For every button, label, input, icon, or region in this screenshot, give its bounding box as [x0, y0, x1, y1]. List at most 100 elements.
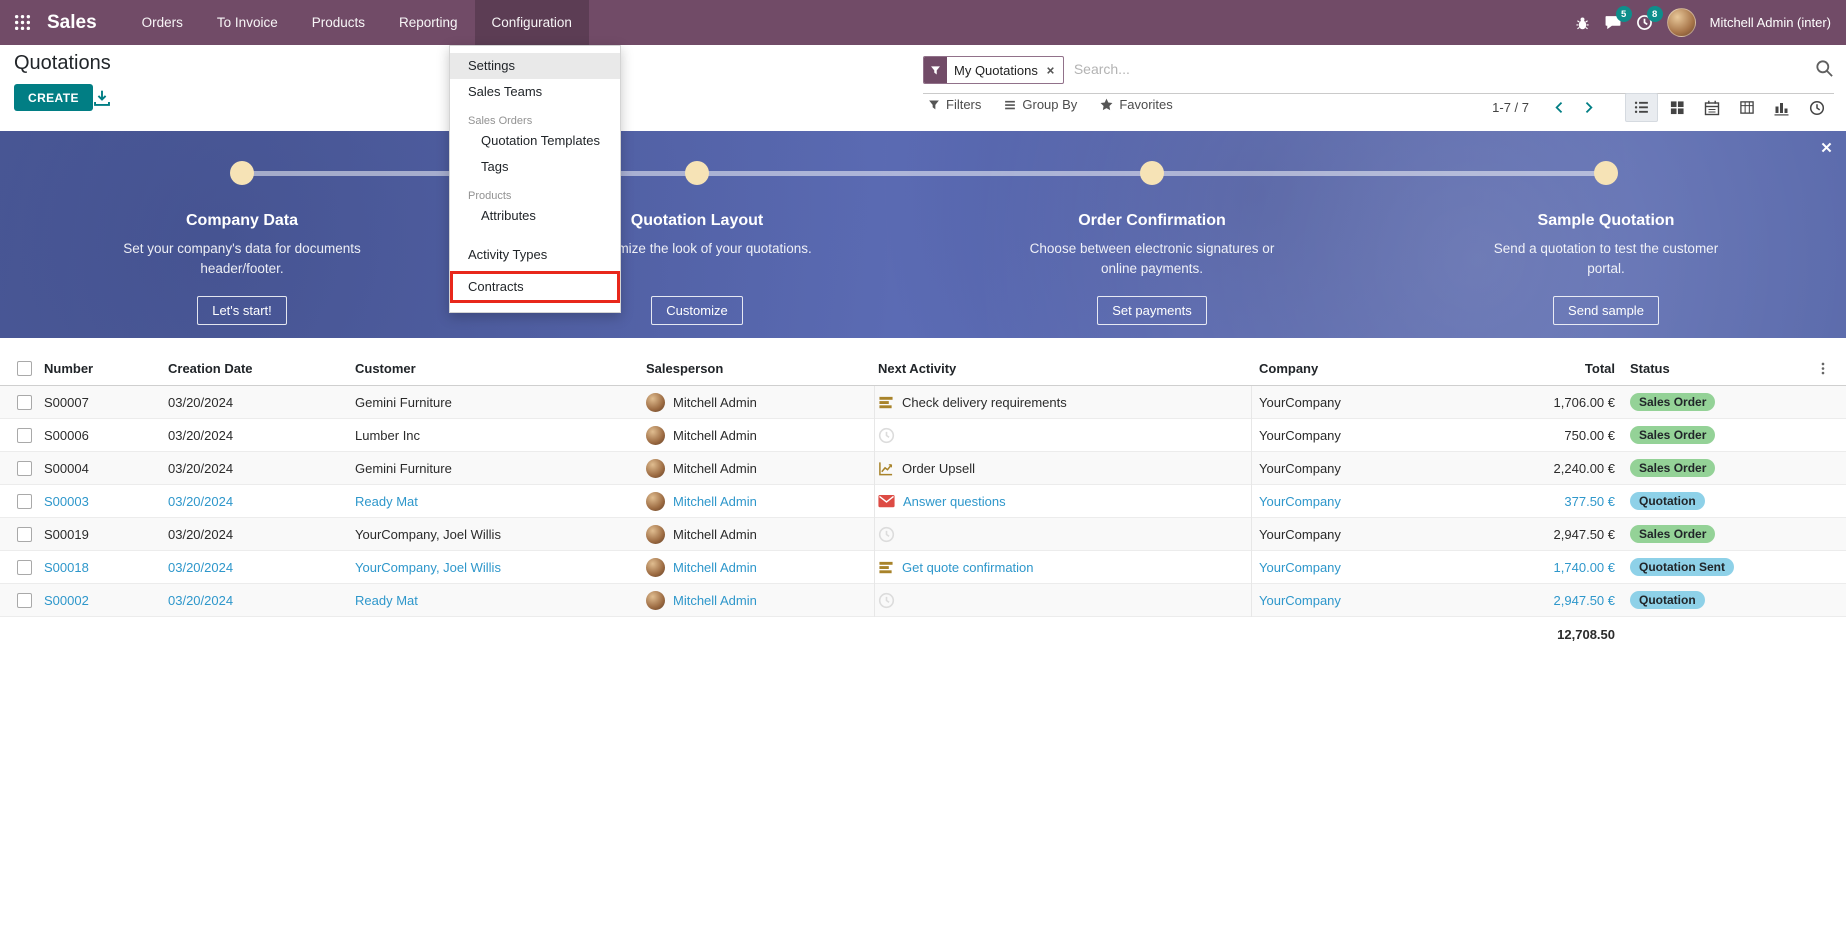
- customize-button[interactable]: Customize: [651, 296, 743, 325]
- favorites-label: Favorites: [1119, 97, 1173, 112]
- cell-status: Sales Order: [1615, 525, 1800, 543]
- cell-total: 377.50 €: [1564, 493, 1615, 509]
- row-checkbox[interactable]: [17, 526, 32, 542]
- column-header-salesperson[interactable]: Salesperson: [646, 361, 724, 376]
- row-checkbox[interactable]: [17, 460, 32, 476]
- row-checkbox[interactable]: [17, 559, 32, 575]
- menu-item-tags[interactable]: Tags: [481, 159, 509, 174]
- salesperson-name: Mitchell Admin: [673, 460, 757, 476]
- nav-item-reporting[interactable]: Reporting: [399, 15, 458, 30]
- table-row-s00002[interactable]: S00002 03/20/2024 Ready Mat Mitchell Admin Y…: [0, 584, 1846, 617]
- salesperson-avatar: [646, 524, 665, 544]
- messages-count-badge: 5: [1615, 6, 1632, 22]
- clock-activity-icon[interactable]: [878, 592, 895, 609]
- cell-creation-date: 03/20/2024: [168, 427, 234, 443]
- cell-number: S00003: [44, 493, 89, 509]
- select-all-checkbox[interactable]: [17, 361, 32, 376]
- menu-item-contracts[interactable]: Contracts: [450, 271, 620, 303]
- cell-creation-date: 03/20/2024: [168, 559, 234, 575]
- favorites-button[interactable]: Favorites: [1100, 97, 1173, 112]
- user-avatar[interactable]: [1666, 8, 1696, 37]
- group-by-button[interactable]: Group By: [1004, 97, 1077, 112]
- table-row-s00003[interactable]: S00003 03/20/2024 Ready Mat Mitchell Admin A…: [0, 485, 1846, 518]
- activities-icon[interactable]: [1636, 14, 1653, 31]
- activity-view-button[interactable]: [1800, 93, 1833, 122]
- search-bar[interactable]: My Quotations Search...: [923, 56, 1834, 94]
- list-view-button[interactable]: [1625, 93, 1658, 122]
- column-header-next-activity[interactable]: Next Activity: [878, 361, 957, 376]
- optional-columns-icon[interactable]: [1816, 361, 1830, 376]
- create-button[interactable]: CREATE: [14, 84, 93, 111]
- table-row-s00018[interactable]: S00018 03/20/2024 YourCompany, Joel Willis…: [0, 551, 1846, 584]
- nav-item-orders[interactable]: Orders: [141, 15, 183, 30]
- row-checkbox[interactable]: [17, 592, 32, 608]
- user-name[interactable]: Mitchell Admin (inter): [1709, 15, 1831, 30]
- clock-activity-icon[interactable]: [878, 526, 895, 543]
- table-row-s00004[interactable]: S00004 03/20/2024 Gemini Furniture Mitchell…: [0, 452, 1846, 485]
- onboarding-banner: Company Data Set your company's data for …: [0, 131, 1846, 338]
- cell-salesperson: Mitchell Admin: [646, 524, 878, 544]
- row-checkbox[interactable]: [17, 493, 32, 509]
- row-select-cell: [0, 460, 44, 476]
- column-header-creation-date[interactable]: Creation Date: [168, 361, 253, 376]
- search-input[interactable]: Search...: [1073, 61, 1130, 77]
- tasks-activity-icon[interactable]: [878, 560, 894, 575]
- menu-item-settings[interactable]: Settings: [450, 53, 620, 79]
- search-facet[interactable]: My Quotations: [923, 56, 1064, 84]
- nav-item-products[interactable]: Products: [311, 15, 365, 30]
- envelope-activity-icon[interactable]: [878, 494, 895, 508]
- menu-item-sales-teams[interactable]: Sales Teams: [468, 84, 543, 99]
- app-name[interactable]: Sales: [47, 11, 97, 33]
- column-separator: [874, 386, 875, 617]
- row-select-cell: [0, 493, 44, 509]
- status-badge: Quotation Sent: [1630, 558, 1734, 576]
- row-checkbox[interactable]: [17, 394, 32, 410]
- step-description: Set your company's data for documents he…: [123, 241, 361, 276]
- clock-activity-icon[interactable]: [878, 427, 895, 444]
- filters-button[interactable]: Filters: [928, 97, 981, 112]
- export-icon[interactable]: [93, 89, 111, 107]
- navbar-menus: Orders To Invoice Products Reporting Configu…: [125, 0, 589, 45]
- menu-item-activity-types[interactable]: Activity Types: [468, 247, 548, 262]
- row-select-cell: [0, 526, 44, 542]
- chartline-activity-icon[interactable]: [878, 461, 894, 476]
- salesperson-avatar: [646, 425, 665, 445]
- messages-icon[interactable]: [1604, 14, 1622, 31]
- tasks-activity-icon[interactable]: [878, 395, 894, 410]
- let-s-start-button[interactable]: Let's start!: [197, 296, 287, 325]
- column-header-status[interactable]: Status: [1630, 361, 1670, 376]
- apps-grid-icon[interactable]: [0, 14, 40, 31]
- menu-item-attributes[interactable]: Attributes: [481, 208, 536, 223]
- nav-item-configuration[interactable]: Configuration: [474, 0, 589, 45]
- cell-salesperson: Mitchell Admin: [646, 557, 878, 577]
- table-row-s00006[interactable]: S00006 03/20/2024 Lumber Inc Mitchell Admin…: [0, 419, 1846, 452]
- row-select-cell: [0, 592, 44, 608]
- cell-customer: Ready Mat: [355, 592, 418, 608]
- cell-number: S00007: [44, 394, 89, 410]
- column-header-company[interactable]: Company: [1259, 361, 1319, 376]
- table-row-s00007[interactable]: S00007 03/20/2024 Gemini Furniture Mitchell…: [0, 386, 1846, 419]
- set-payments-button[interactable]: Set payments: [1097, 296, 1207, 325]
- nav-item-to-invoice[interactable]: To Invoice: [216, 15, 278, 30]
- graph-view-button[interactable]: [1765, 93, 1798, 122]
- column-header-number[interactable]: Number: [44, 361, 94, 376]
- column-header-total[interactable]: Total: [1584, 361, 1615, 376]
- pager-previous-button[interactable]: [1545, 97, 1574, 118]
- search-icon[interactable]: [1815, 59, 1834, 78]
- column-header-customer[interactable]: Customer: [355, 361, 416, 376]
- bug-icon[interactable]: [1575, 15, 1590, 31]
- table-row-s00019[interactable]: S00019 03/20/2024 YourCompany, Joel Willis…: [0, 518, 1846, 551]
- calendar-view-button[interactable]: [1695, 93, 1728, 122]
- menu-item-quotation-templates[interactable]: Quotation Templates: [481, 133, 600, 148]
- banner-close-icon[interactable]: [1820, 141, 1833, 159]
- activity-label: Order Upsell: [902, 460, 975, 476]
- row-checkbox[interactable]: [17, 427, 32, 443]
- status-badge: Sales Order: [1630, 459, 1716, 477]
- pager-range[interactable]: 1-7 / 7: [1492, 100, 1529, 115]
- kanban-view-button[interactable]: [1660, 93, 1693, 122]
- pivot-view-button[interactable]: [1730, 93, 1763, 122]
- salesperson-avatar: [646, 491, 665, 511]
- pager-next-button[interactable]: [1574, 97, 1603, 118]
- facet-remove-icon[interactable]: [1045, 66, 1063, 75]
- send-sample-button[interactable]: Send sample: [1553, 296, 1659, 325]
